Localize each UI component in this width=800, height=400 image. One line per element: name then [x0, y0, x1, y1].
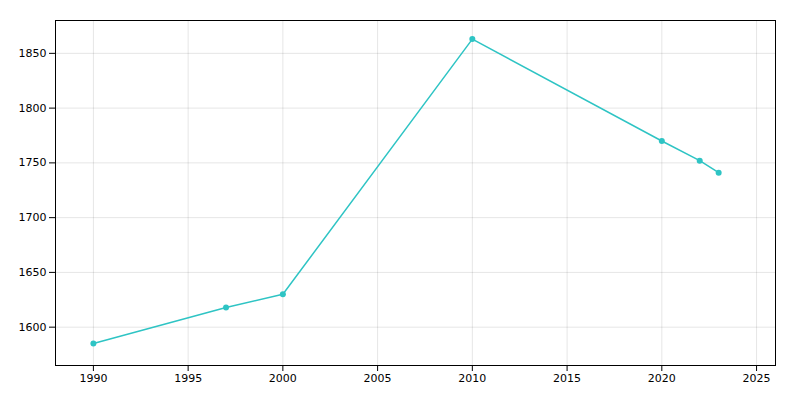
svg-text:2000: 2000 — [269, 372, 297, 385]
svg-text:1650: 1650 — [19, 266, 47, 279]
svg-text:1800: 1800 — [19, 102, 47, 115]
svg-text:2005: 2005 — [364, 372, 392, 385]
svg-text:2010: 2010 — [458, 372, 486, 385]
svg-text:2020: 2020 — [648, 372, 676, 385]
svg-text:2025: 2025 — [743, 372, 771, 385]
svg-text:2015: 2015 — [553, 372, 581, 385]
svg-text:1995: 1995 — [174, 372, 202, 385]
svg-text:1700: 1700 — [19, 211, 47, 224]
svg-text:1600: 1600 — [19, 321, 47, 334]
svg-text:1750: 1750 — [19, 156, 47, 169]
svg-text:1850: 1850 — [19, 47, 47, 60]
svg-text:1990: 1990 — [79, 372, 107, 385]
